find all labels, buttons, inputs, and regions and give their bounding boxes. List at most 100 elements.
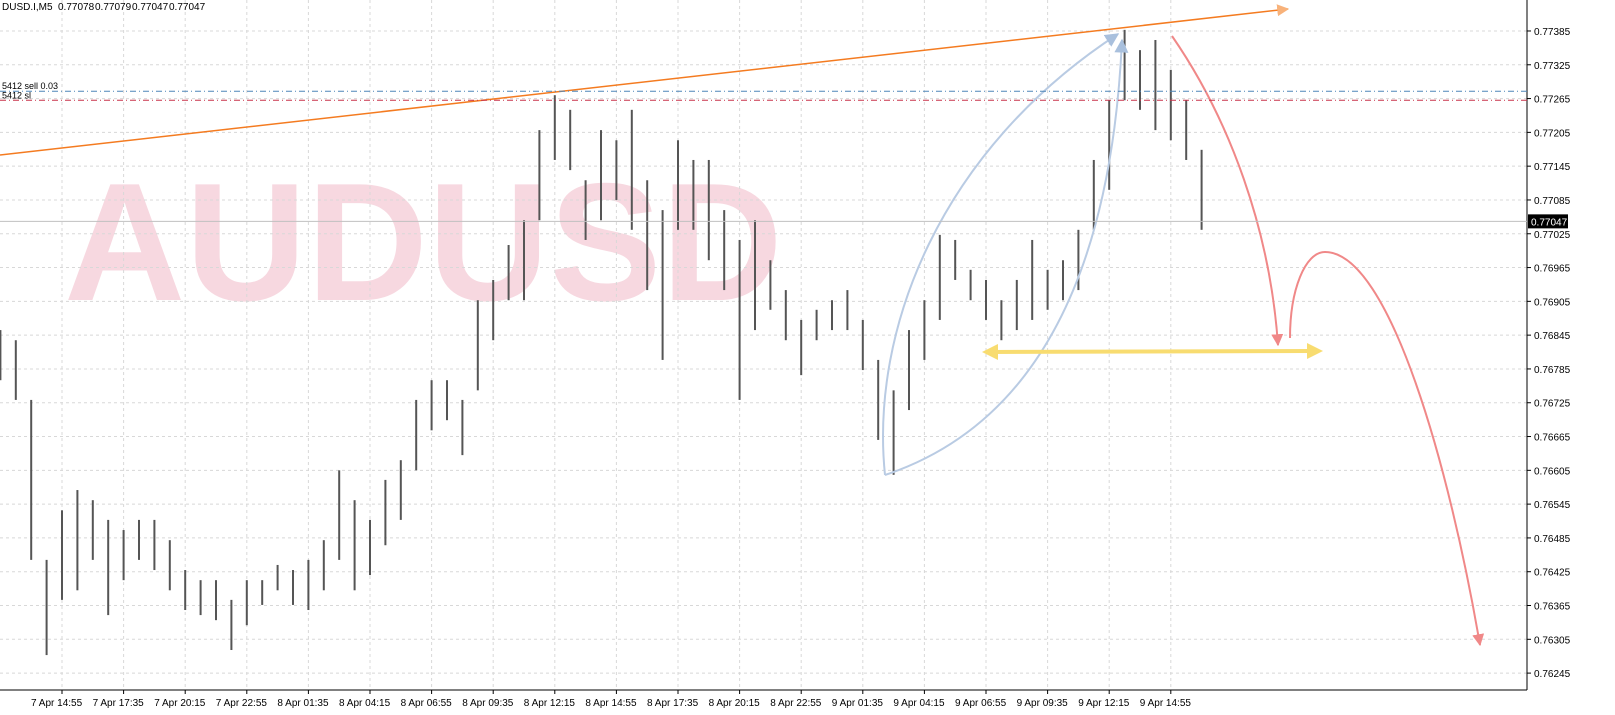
trend-line: [0, 4, 1290, 156]
x-tick-label: 9 Apr 06:55: [955, 698, 1007, 709]
price-bar: [630, 109, 633, 230]
y-tick-label: 0.77385: [1534, 27, 1571, 38]
last-price-box: [1528, 214, 1568, 229]
y-tick-label: 0.76605: [1534, 466, 1571, 477]
price-bar: [600, 130, 602, 221]
y-tick-label: 0.76905: [1534, 297, 1571, 308]
y-tick-label: 0.76785: [1534, 365, 1571, 376]
y-tick-label: 0.76665: [1534, 433, 1571, 444]
price-bar: [307, 559, 310, 611]
price-bar: [1077, 229, 1080, 291]
price-bar: [276, 564, 279, 591]
price-bar: [1123, 29, 1126, 101]
y-tick-label: 0.77205: [1534, 128, 1571, 139]
price-bar: [1200, 149, 1203, 230]
price-bar: [954, 239, 957, 280]
price-bar: [615, 140, 618, 200]
price-bar: [168, 540, 171, 591]
price-bar: [1046, 269, 1049, 310]
y-tick-label: 0.76485: [1534, 534, 1571, 545]
y-tick-label: 0.76545: [1534, 500, 1571, 511]
price-bar: [215, 580, 217, 621]
price-bar: [45, 559, 48, 656]
price-bar: [938, 234, 941, 320]
price-bar: [769, 260, 772, 310]
price-bar: [569, 109, 572, 171]
curve-arrow: [882, 33, 1120, 476]
price-bar: [292, 570, 294, 605]
price-bar: [461, 399, 464, 456]
price-bar: [738, 239, 741, 400]
x-tick-label: 8 Apr 12:15: [524, 698, 576, 709]
price-bar: [538, 130, 541, 221]
price-bar: [338, 470, 341, 560]
x-tick-label: 9 Apr 14:55: [1140, 698, 1192, 709]
y-tick-label: 0.77325: [1534, 61, 1571, 72]
price-bar: [1139, 50, 1141, 110]
y-tick-label: 0.77025: [1534, 230, 1571, 241]
price-bar: [923, 300, 926, 360]
last-price-label: 0.77047: [1531, 217, 1568, 228]
price-bar: [122, 530, 125, 581]
price-bar: [476, 300, 479, 391]
price-bar: [861, 319, 864, 371]
price-bar: [61, 510, 63, 600]
x-tick-label: 7 Apr 22:55: [216, 698, 268, 709]
price-bar: [661, 210, 664, 360]
price-bar: [1185, 100, 1188, 160]
price-bar: [138, 519, 140, 560]
price-bar: [969, 269, 972, 301]
y-tick-label: 0.76425: [1534, 568, 1571, 579]
x-tick-label: 9 Apr 09:35: [1017, 698, 1069, 709]
price-bar: [677, 140, 679, 230]
price-bar: [846, 290, 849, 331]
price-bar: [1108, 100, 1111, 190]
price-bar: [754, 220, 756, 331]
y-tick-label: 0.76965: [1534, 264, 1571, 275]
price-bar: [1154, 39, 1157, 131]
range-arrow: [982, 343, 1323, 360]
price-bar: [1031, 239, 1034, 320]
price-bar: [30, 399, 33, 560]
price-bar: [831, 300, 833, 331]
projection-arrow: [1289, 250, 1485, 647]
price-bar: [800, 319, 803, 376]
price-bar: [1062, 260, 1064, 301]
x-tick-label: 8 Apr 04:15: [339, 698, 391, 709]
grid: [0, 0, 1527, 690]
price-bar: [908, 330, 910, 411]
price-bar: [1092, 159, 1095, 230]
price-bar: [107, 519, 110, 616]
price-bar: [245, 580, 248, 626]
header-value: 0.77047: [169, 2, 206, 13]
price-bar: [523, 220, 525, 301]
x-tick-label: 9 Apr 01:35: [832, 698, 884, 709]
x-tick-label: 7 Apr 20:15: [154, 698, 206, 709]
y-tick-label: 0.77145: [1534, 162, 1571, 173]
x-tick-label: 8 Apr 17:35: [647, 698, 699, 709]
price-bar: [0, 330, 2, 381]
price-bar: [507, 245, 510, 301]
header: DUSD.I,M5 0.77078 0.77079 0.77047 0.77047: [2, 2, 206, 13]
order-label: 5412 sell 0.03: [2, 81, 58, 91]
price-bar: [784, 290, 787, 341]
price-bar: [815, 309, 818, 341]
projection-arrow: [1171, 35, 1284, 347]
watermark: AUDUSD: [64, 148, 783, 336]
price-bar: [707, 159, 710, 261]
price-bar: [415, 399, 418, 471]
x-tick-label: 8 Apr 22:55: [770, 698, 822, 709]
header-value: 0.77079: [95, 2, 132, 13]
price-bar: [584, 180, 587, 240]
x-tick-label: 9 Apr 04:15: [893, 698, 945, 709]
x-tick-label: 8 Apr 06:55: [401, 698, 453, 709]
y-tick-label: 0.77085: [1534, 196, 1571, 207]
price-bar: [492, 279, 495, 341]
price-bar: [230, 599, 233, 651]
price-bar: [430, 380, 433, 431]
price-bar: [692, 159, 695, 230]
price-bar: [353, 500, 356, 591]
price-bar: [261, 580, 264, 605]
header-value: 0.77078: [58, 2, 95, 13]
